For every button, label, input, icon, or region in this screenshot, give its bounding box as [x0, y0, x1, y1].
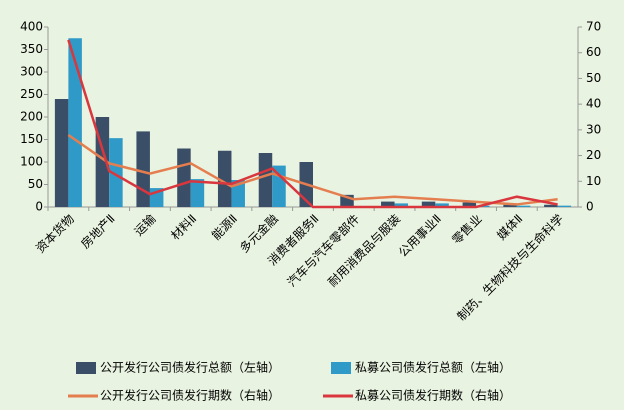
bar [231, 180, 245, 207]
y2-tick-label: 70 [586, 20, 601, 34]
bar [462, 202, 477, 207]
bar [394, 203, 409, 207]
bar [516, 205, 531, 207]
bar [421, 201, 436, 207]
legend-label: 公开发行公司债发行总额（左轴） [100, 360, 280, 375]
bar [136, 131, 150, 207]
bar [109, 138, 123, 207]
y-tick-label: 400 [20, 20, 43, 34]
y-tick-label: 0 [35, 200, 43, 214]
legend-swatch [331, 362, 351, 374]
y2-tick-label: 10 [586, 174, 601, 188]
y2-tick-label: 50 [586, 71, 601, 85]
bar [435, 203, 449, 207]
y2-tick-label: 30 [586, 122, 601, 136]
y2-tick-label: 40 [586, 97, 601, 111]
y-tick-label: 300 [20, 65, 43, 79]
bar [557, 205, 572, 207]
y2-tick-label: 60 [586, 45, 601, 59]
bar [190, 179, 205, 207]
y-tick-label: 150 [20, 132, 43, 146]
legend-label: 公开发行公司债发行期数（右轴） [100, 388, 280, 403]
line-series [67, 39, 558, 209]
legend-label: 私募公司债发行总额（左轴） [355, 360, 511, 375]
bar [381, 201, 395, 207]
bar [503, 204, 517, 207]
legend-swatch [76, 362, 96, 374]
bar [68, 38, 82, 207]
bar [258, 153, 273, 207]
bar [54, 99, 69, 207]
legend-label: 私募公司债发行期数（右轴） [355, 388, 511, 403]
y2-tick-label: 20 [586, 148, 601, 162]
bar [217, 150, 232, 207]
bar [544, 204, 558, 207]
bar [177, 148, 191, 207]
y2-tick-label: 0 [586, 200, 594, 214]
line-series [67, 133, 558, 206]
y-tick-label: 200 [20, 110, 43, 124]
y-tick-label: 100 [20, 155, 43, 169]
y-tick-label: 350 [20, 42, 43, 56]
y-tick-label: 250 [20, 87, 43, 101]
y-tick-label: 50 [28, 177, 43, 191]
